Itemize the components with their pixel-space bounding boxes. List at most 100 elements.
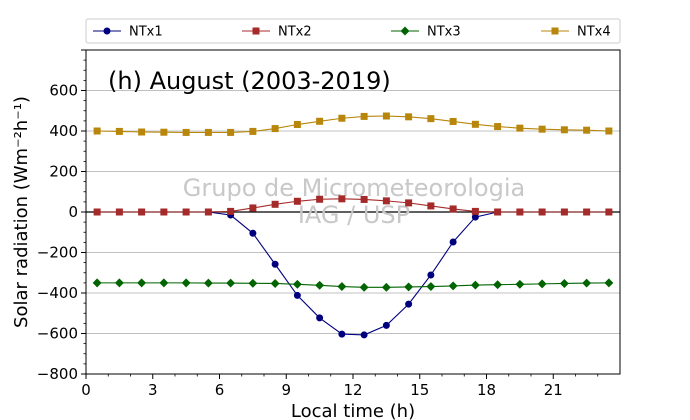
data-point bbox=[315, 280, 325, 290]
y-tick-label: 200 bbox=[49, 163, 78, 181]
data-point bbox=[138, 128, 146, 136]
data-point bbox=[360, 331, 368, 339]
data-point bbox=[338, 114, 346, 122]
data-point bbox=[427, 271, 435, 279]
data-point bbox=[583, 126, 591, 134]
legend-label: NTx1 bbox=[129, 25, 163, 40]
watermark-line-2: IAG / USP bbox=[298, 201, 410, 229]
data-point bbox=[471, 207, 479, 215]
data-point bbox=[559, 279, 569, 288]
legend: NTx1 NTx2 NTx3 NTx4 bbox=[85, 18, 621, 44]
series-ntx3 bbox=[92, 278, 614, 292]
legend-item-ntx4: NTx4 bbox=[541, 25, 611, 40]
data-point bbox=[115, 127, 123, 135]
y-tick-label: −200 bbox=[37, 244, 78, 262]
series-ntx4 bbox=[93, 112, 613, 136]
x-tick-label: 3 bbox=[148, 381, 158, 399]
data-point bbox=[270, 279, 280, 288]
data-point bbox=[381, 282, 391, 292]
y-axis: −800 −600 −400 −200 0 200 400 600 bbox=[37, 49, 86, 383]
data-point bbox=[471, 213, 479, 221]
x-axis: 0 3 6 9 12 15 18 21 bbox=[81, 374, 599, 399]
y-tick-label: −800 bbox=[37, 365, 78, 383]
data-point bbox=[338, 330, 346, 338]
data-point bbox=[605, 127, 613, 135]
data-point bbox=[226, 278, 236, 288]
legend-item-ntx3: NTx3 bbox=[391, 25, 461, 40]
data-point bbox=[382, 321, 390, 329]
data-point bbox=[316, 195, 324, 203]
data-point bbox=[537, 279, 547, 289]
data-point bbox=[182, 128, 190, 136]
data-point bbox=[360, 112, 368, 120]
legend-item-ntx1: NTx1 bbox=[93, 25, 163, 40]
x-tick-label: 0 bbox=[81, 381, 91, 399]
data-point bbox=[405, 113, 413, 121]
series-line bbox=[97, 198, 609, 213]
data-point bbox=[583, 208, 591, 216]
data-point bbox=[227, 128, 235, 136]
data-point bbox=[227, 207, 235, 215]
data-point bbox=[494, 208, 502, 216]
data-point bbox=[316, 314, 324, 322]
data-point bbox=[382, 197, 390, 205]
series-line bbox=[97, 115, 609, 133]
data-point bbox=[338, 195, 346, 203]
data-point bbox=[93, 208, 101, 216]
data-point bbox=[449, 238, 457, 246]
data-point bbox=[605, 208, 613, 216]
legend-marker bbox=[400, 26, 410, 36]
data-point bbox=[181, 278, 191, 288]
data-point bbox=[516, 124, 524, 132]
data-point bbox=[249, 204, 257, 212]
data-point bbox=[293, 291, 301, 299]
data-point bbox=[471, 120, 479, 128]
data-point bbox=[360, 195, 368, 203]
x-tick-label: 12 bbox=[343, 381, 362, 399]
data-point bbox=[470, 280, 480, 290]
data-point bbox=[382, 112, 390, 120]
data-point bbox=[271, 125, 279, 133]
data-point bbox=[93, 127, 101, 135]
data-point bbox=[560, 208, 568, 216]
legend-label: NTx2 bbox=[278, 25, 312, 40]
y-tick-label: −600 bbox=[37, 325, 78, 343]
legend-frame bbox=[85, 18, 621, 44]
data-point bbox=[248, 278, 258, 288]
data-point bbox=[516, 208, 524, 216]
y-tick-label: 600 bbox=[49, 82, 78, 100]
y-tick-label: 0 bbox=[68, 203, 78, 221]
series-ntx2 bbox=[93, 195, 613, 216]
legend-item-ntx2: NTx2 bbox=[242, 25, 312, 40]
data-point bbox=[292, 279, 302, 289]
data-point bbox=[448, 281, 458, 291]
data-point bbox=[293, 121, 301, 129]
x-tick-label: 15 bbox=[410, 381, 429, 399]
data-point bbox=[337, 282, 347, 291]
data-point bbox=[138, 208, 146, 216]
x-tick-label: 9 bbox=[281, 381, 291, 399]
panel-title: (h) August (2003-2019) bbox=[108, 67, 391, 95]
data-point bbox=[449, 117, 457, 125]
data-point bbox=[204, 208, 212, 216]
x-axis-label: Local time (h) bbox=[291, 401, 415, 420]
data-point bbox=[115, 208, 123, 216]
y-tick-label: 400 bbox=[49, 122, 78, 140]
x-tick-label: 6 bbox=[215, 381, 225, 399]
data-point bbox=[404, 282, 414, 292]
data-point bbox=[427, 202, 435, 210]
data-point bbox=[427, 115, 435, 123]
watermark-line-1: Grupo de Micrometeorologia bbox=[183, 174, 525, 202]
legend-label: NTx4 bbox=[577, 25, 611, 40]
data-point bbox=[160, 208, 168, 216]
legend-label: NTx3 bbox=[427, 25, 461, 40]
series-layer bbox=[92, 112, 614, 339]
data-point bbox=[359, 282, 369, 292]
legend-marker bbox=[551, 27, 559, 35]
data-point bbox=[494, 123, 502, 131]
data-point bbox=[449, 205, 457, 213]
legend-marker bbox=[103, 27, 111, 35]
data-point bbox=[159, 278, 169, 288]
data-point bbox=[515, 279, 525, 289]
